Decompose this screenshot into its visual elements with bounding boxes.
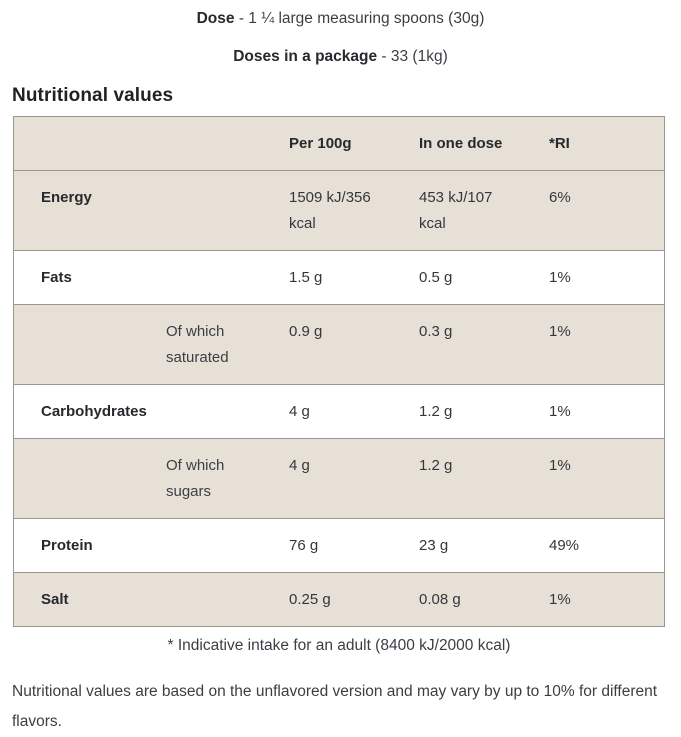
row-label-cell: Salt <box>41 591 69 608</box>
row-sublabel-cell: Of which sugars <box>166 457 225 500</box>
row-label-cell: Carbohydrates <box>41 403 147 420</box>
row-sublabel-cell <box>166 385 289 438</box>
dose-line: Dose - 1 ¼ large measuring spoons (30g) <box>0 0 681 30</box>
row-ri-cell: 1% <box>549 403 571 420</box>
row-label-cell <box>14 305 166 384</box>
row-ri-cell: 1% <box>549 591 571 608</box>
row-sublabel-cell: Of which saturated <box>166 323 229 366</box>
package-line: Doses in a package - 33 (1kg) <box>0 46 681 68</box>
table-header: Per 100g In one dose *RI <box>14 117 664 170</box>
row-ri-cell: 1% <box>549 269 571 286</box>
dose-label: Dose <box>196 10 235 27</box>
package-label: Doses in a package <box>233 48 378 65</box>
table-row: Fats 1.5 g 0.5 g 1% <box>14 250 664 304</box>
table-body: Energy 1509 kJ/356 kcal 453 kJ/107 kcal … <box>14 170 664 626</box>
row-ri-cell: 6% <box>549 189 571 206</box>
row-sublabel-cell <box>166 251 289 304</box>
row-label-cell: Protein <box>41 537 93 554</box>
row-per-100g-cell: 4 g <box>289 457 310 474</box>
row-in-one-dose-cell: 0.08 g <box>419 591 461 608</box>
row-per-100g-cell: 4 g <box>289 403 310 420</box>
header-cell-ri: *RI <box>549 135 570 152</box>
table-row: Of which saturated 0.9 g 0.3 g 1% <box>14 304 664 384</box>
row-label-cell: Fats <box>41 269 72 286</box>
header-cell-in-one-dose: In one dose <box>419 135 503 152</box>
row-per-100g-cell: 76 g <box>289 537 319 554</box>
row-in-one-dose-cell: 453 kJ/107 kcal <box>419 189 493 232</box>
row-label-cell: Energy <box>41 189 92 206</box>
row-ri-cell: 49% <box>549 537 580 554</box>
row-in-one-dose-cell: 0.5 g <box>419 269 453 286</box>
table-row: Energy 1509 kJ/356 kcal 453 kJ/107 kcal … <box>14 170 664 250</box>
header-cell-per-100g: Per 100g <box>289 135 352 152</box>
row-in-one-dose-cell: 1.2 g <box>419 403 453 420</box>
table-header-row: Per 100g In one dose *RI <box>14 117 664 170</box>
row-label-cell <box>14 439 166 518</box>
header-cell-empty <box>166 117 289 170</box>
package-value: - 33 (1kg) <box>377 48 448 65</box>
row-per-100g-cell: 0.9 g <box>289 323 323 340</box>
row-sublabel-cell <box>166 573 289 626</box>
nutritional-values-table: Per 100g In one dose *RI Energy 1509 kJ/… <box>13 116 665 627</box>
row-sublabel-cell <box>166 519 289 572</box>
row-in-one-dose-cell: 23 g <box>419 537 449 554</box>
row-per-100g-cell: 1509 kJ/356 kcal <box>289 189 371 232</box>
row-sublabel-cell <box>166 171 289 250</box>
row-ri-cell: 1% <box>549 457 571 474</box>
dose-value: - 1 ¼ large measuring spoons (30g) <box>234 10 485 27</box>
ri-footnote: * Indicative intake for an adult (8400 k… <box>167 637 511 654</box>
table-row: Of which sugars 4 g 1.2 g 1% <box>14 438 664 518</box>
table-row: Protein 76 g 23 g 49% <box>14 518 664 572</box>
row-in-one-dose-cell: 1.2 g <box>419 457 453 474</box>
flavor-disclaimer: Nutritional values are based on the unfl… <box>12 683 658 730</box>
header-cell-empty <box>14 117 166 170</box>
row-in-one-dose-cell: 0.3 g <box>419 323 453 340</box>
table-row: Salt 0.25 g 0.08 g 1% <box>14 572 664 626</box>
row-per-100g-cell: 0.25 g <box>289 591 331 608</box>
table-row: Carbohydrates 4 g 1.2 g 1% <box>14 384 664 438</box>
row-per-100g-cell: 1.5 g <box>289 269 323 286</box>
section-title: Nutritional values <box>12 85 174 106</box>
row-ri-cell: 1% <box>549 323 571 340</box>
